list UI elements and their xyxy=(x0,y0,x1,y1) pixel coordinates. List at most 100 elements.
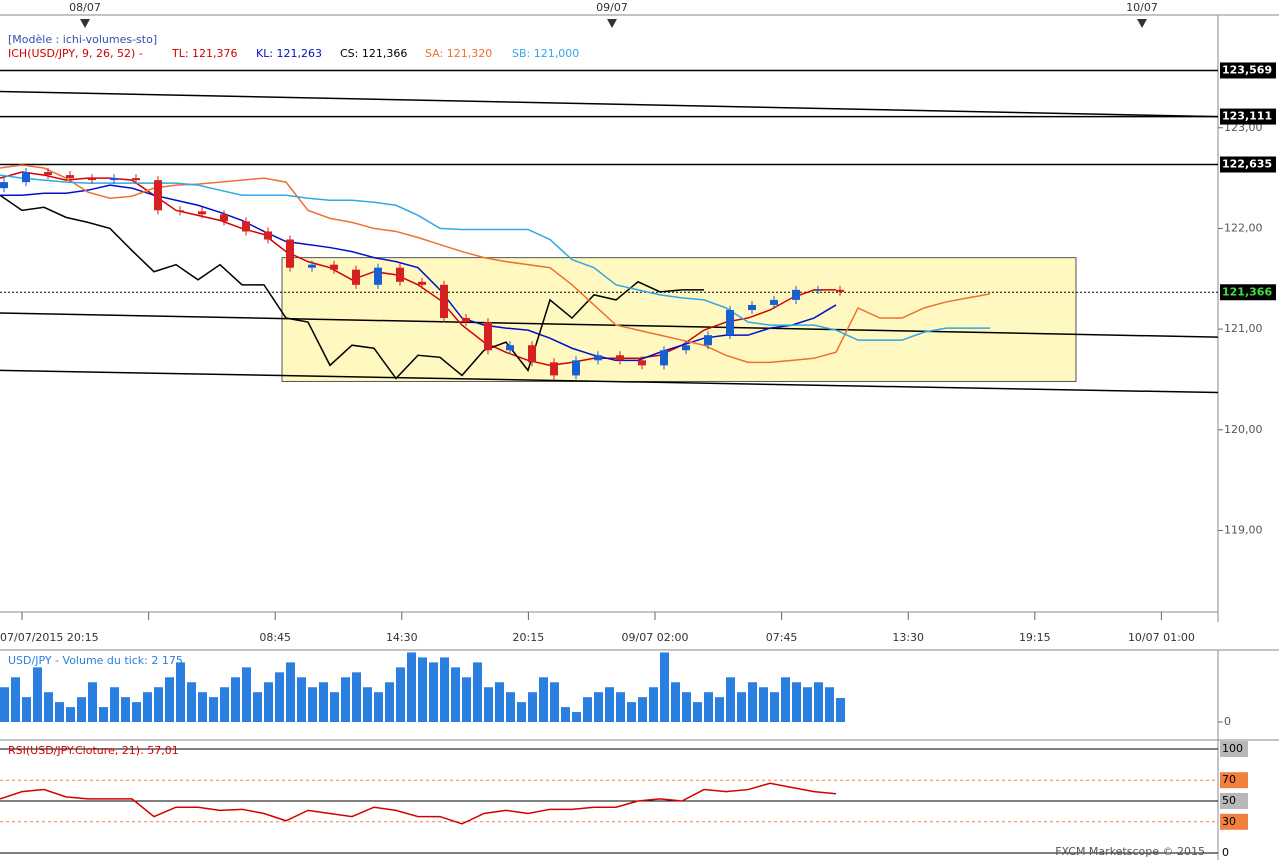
date-marker xyxy=(80,19,90,28)
level-box xyxy=(1220,108,1276,125)
volume-bar xyxy=(539,677,548,722)
candle-body xyxy=(242,221,250,232)
volume-bar xyxy=(132,702,141,722)
volume-bar xyxy=(275,672,284,722)
candle-body xyxy=(132,178,140,181)
candle-body xyxy=(638,360,646,366)
volume-bar xyxy=(792,682,801,722)
volume-bar xyxy=(561,707,570,722)
model-label: [Modèle : ichi-volumes-sto] xyxy=(8,33,157,46)
volume-bar xyxy=(803,687,812,722)
y-tick-label: 100 xyxy=(1222,742,1243,755)
candle-body xyxy=(0,182,8,189)
volume-bar xyxy=(33,667,42,722)
candle-body xyxy=(88,178,96,181)
volume-bar xyxy=(396,667,405,722)
candle-body xyxy=(616,355,624,361)
volume-bar xyxy=(528,692,537,722)
legend-box xyxy=(5,32,1217,64)
indicator-line xyxy=(0,194,704,380)
candle-body xyxy=(748,304,756,310)
volume-bar xyxy=(473,662,482,722)
tick-box xyxy=(1220,741,1248,757)
volume-bar xyxy=(759,687,768,722)
candle-body xyxy=(110,178,118,181)
volume-bar xyxy=(319,682,328,722)
volume-bar xyxy=(770,692,779,722)
x-tick-label: 14:30 xyxy=(386,631,418,644)
volume-bar xyxy=(209,697,218,722)
volume-bar xyxy=(66,707,75,722)
candle-body xyxy=(528,345,536,363)
volume-bar xyxy=(572,712,581,722)
level-box xyxy=(1220,62,1276,79)
volume-bar xyxy=(506,692,515,722)
indicator-line xyxy=(0,184,837,362)
legend-entry: TL: 121,376 xyxy=(171,47,238,60)
trend-line xyxy=(0,90,1219,118)
volume-bar xyxy=(99,707,108,722)
candle-body xyxy=(770,299,778,305)
volume-bar xyxy=(242,667,251,722)
candle-body xyxy=(814,289,822,291)
volume-bar xyxy=(286,662,295,722)
candle-body xyxy=(22,172,30,183)
header-date: 09/07 xyxy=(596,1,628,14)
volume-bar xyxy=(220,687,229,722)
y-tick-label: 50 xyxy=(1222,794,1236,807)
volume-bar xyxy=(143,692,152,722)
volume-bar xyxy=(176,662,185,722)
date-marker xyxy=(1137,19,1147,28)
volume-bar xyxy=(550,682,559,722)
volume-bar xyxy=(385,682,394,722)
y-tick-label: 122,00 xyxy=(1224,221,1263,234)
volume-bar xyxy=(693,702,702,722)
y-tick-label: 0 xyxy=(1222,846,1229,859)
x-tick-label: 19:15 xyxy=(1019,631,1051,644)
x-tick-label: 09/07 02:00 xyxy=(622,631,689,644)
volume-bar xyxy=(418,657,427,722)
volume-bar xyxy=(583,697,592,722)
volume-bar xyxy=(55,702,64,722)
volume-bar xyxy=(462,677,471,722)
tick-box xyxy=(1220,772,1248,789)
volume-bar xyxy=(495,682,504,722)
volume-bar xyxy=(605,687,614,722)
current-price-label: 121,366 xyxy=(1222,285,1272,298)
candle-body xyxy=(506,345,514,351)
legend-entry: KL: 121,263 xyxy=(256,47,322,60)
x-tick-label: 20:15 xyxy=(513,631,545,644)
volume-bar xyxy=(77,697,86,722)
volume-bar xyxy=(11,677,20,722)
indicator-label: ICH(USD/JPY, 9, 26, 52) - xyxy=(8,47,143,60)
volume-bar xyxy=(22,697,31,722)
volume-bar xyxy=(836,697,845,722)
volume-bar xyxy=(704,692,713,722)
volume-bar xyxy=(682,692,691,722)
volume-bar xyxy=(110,687,119,722)
x-tick-label: 07:45 xyxy=(766,631,798,644)
candle-body xyxy=(44,172,52,176)
volume-bar xyxy=(814,682,823,722)
candle-body xyxy=(792,289,800,300)
volume-bar xyxy=(737,692,746,722)
candle-body xyxy=(660,350,668,366)
volume-bar xyxy=(374,692,383,722)
volume-bar xyxy=(825,687,834,722)
candle-body xyxy=(330,264,338,270)
candle-body xyxy=(418,281,426,285)
candle-body xyxy=(440,284,448,319)
candle-body xyxy=(836,289,844,292)
x-tick-label: 10/07 01:00 xyxy=(1128,631,1195,644)
candle-body xyxy=(198,211,206,215)
volume-bar xyxy=(198,692,207,722)
volume-bar xyxy=(231,677,240,722)
volume-bar xyxy=(649,687,658,722)
volume-bar xyxy=(638,697,647,722)
volume-bar xyxy=(187,682,196,722)
volume-bar xyxy=(726,677,735,722)
volume-bar xyxy=(484,687,493,722)
volume-bar xyxy=(0,687,9,722)
candle-body xyxy=(220,214,228,222)
